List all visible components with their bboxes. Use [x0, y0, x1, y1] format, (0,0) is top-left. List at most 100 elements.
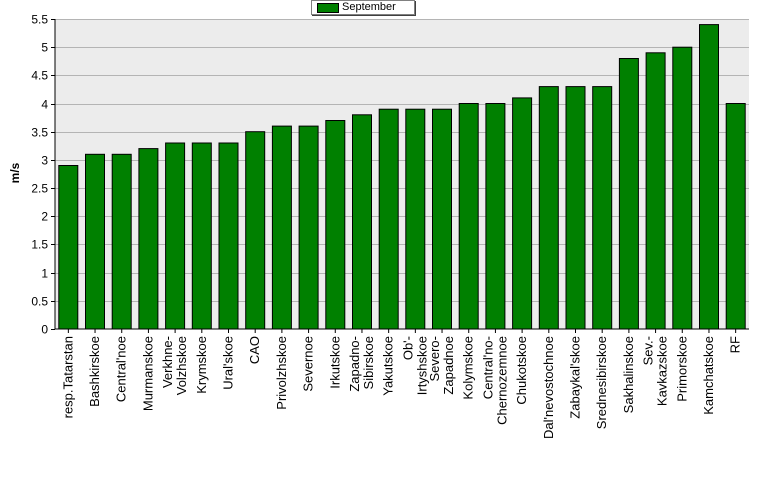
bar [58, 165, 79, 330]
x-tick-label-line: Chukotskoe [514, 336, 529, 405]
x-tick-label-line: Srednesibirskoe [594, 336, 609, 429]
y-tick-label: 1 [41, 267, 48, 281]
x-tick-label: Zapadno-Sibirskoe [347, 336, 376, 392]
x-tick-label: Zabaykal'skoe [568, 336, 583, 419]
y-axis-label: m/s [8, 162, 22, 183]
x-tick-label-line: Zabaykal'skoe [568, 336, 583, 419]
y-tick-label: 3.5 [31, 126, 48, 140]
x-tick-label: Chukotskoe [514, 336, 529, 405]
bar [191, 142, 212, 330]
x-tick-label: Sev.-Kavkazskoe [641, 336, 670, 406]
x-tick-label-line: Central'no- [480, 336, 495, 399]
x-tick-label-line: Ob'- [400, 336, 415, 360]
bar [405, 108, 426, 330]
bar [111, 153, 132, 330]
x-tick-label: Irkutskoe [327, 336, 342, 389]
x-tick-label-line: Chernozemnoe [494, 336, 509, 425]
bar [512, 97, 533, 330]
bar [352, 114, 372, 330]
x-tick-label: Srednesibirskoe [594, 336, 609, 429]
x-tick-label-line: Volzhskoe [174, 336, 189, 395]
x-tick-label: Primorskoe [674, 336, 689, 402]
bar [85, 153, 105, 330]
bar [458, 103, 479, 330]
x-tick-label-line: Kamchatskoe [701, 336, 716, 415]
bar [245, 131, 266, 330]
x-tick-label-line: Murmanskoe [140, 336, 155, 411]
x-tick-label: resp.Tatarstan [60, 336, 75, 418]
x-tick-label-line: Bashkirskoe [87, 336, 102, 407]
x-tick-label: Central'no-Chernozemnoe [480, 336, 509, 425]
x-tick-label: RF [728, 336, 743, 353]
x-tick-label: Ural'skoe [221, 336, 236, 390]
bar [645, 52, 666, 330]
x-tick-label: Severo-Zapadnoe [427, 336, 456, 395]
x-tick-label: Kolymskoe [461, 336, 476, 400]
y-axis-ticks: 0 0.5 1 1.5 2 2.5 3 3.5 4 4.5 5 5.5 [31, 13, 55, 337]
bar [138, 148, 159, 330]
x-tick-label: Sakhalinskoe [621, 336, 636, 413]
x-tick-label: Dal'nevostochnoe [541, 336, 556, 439]
bar [538, 86, 559, 330]
x-tick-label: Krymskoe [194, 336, 209, 394]
legend-label-september: September [342, 1, 396, 13]
bar [725, 103, 746, 330]
y-tick-label: 2 [41, 210, 48, 224]
x-tick-label-line: Severnoe [301, 336, 316, 392]
x-tick-label-line: Irtyshskoe [414, 336, 429, 395]
x-tick-label-line: Irkutskoe [327, 336, 342, 389]
x-tick-label-line: Dal'nevostochnoe [541, 336, 556, 439]
x-tick-label: Severnoe [301, 336, 316, 392]
bar [432, 108, 452, 330]
x-tick-label-line: Severo- [427, 336, 442, 382]
y-tick-label: 4.5 [31, 69, 48, 83]
x-tick-label-line: RF [728, 336, 743, 353]
x-tick-label-line: Sibirskoe [361, 336, 376, 389]
x-tick-label: Ob'-Irtyshskoe [400, 336, 429, 395]
y-tick-label: 5 [41, 41, 48, 55]
y-tick-label: 0 [41, 323, 48, 337]
bar [218, 142, 239, 330]
x-tick-label: Yakutskoe [381, 336, 396, 396]
x-tick-label-line: Verkhne- [160, 336, 175, 388]
bar [298, 125, 319, 330]
x-tick-label-line: Yakutskoe [381, 336, 396, 396]
x-tick-label-line: Privolzhskoe [274, 336, 289, 410]
x-tick-label-line: CAO [247, 336, 262, 364]
bar [165, 142, 186, 330]
x-tick-label-line: Sakhalinskoe [621, 336, 636, 413]
y-tick-label: 0.5 [31, 295, 48, 309]
x-tick-label-line: Kavkazskoe [655, 336, 670, 406]
bar [378, 108, 399, 330]
y-tick-label: 5.5 [31, 13, 48, 27]
x-tick-label-line: Primorskoe [674, 336, 689, 402]
x-tick-label-line: Kolymskoe [461, 336, 476, 400]
x-tick-label-line: Zapadnoe [441, 336, 456, 395]
y-tick-label: 2.5 [31, 182, 48, 196]
y-tick-label: 4 [41, 98, 48, 112]
x-axis-ticks: resp.Tatarstan Bashkirskoe Central'noe Murm… [60, 329, 743, 439]
x-tick-label: CAO [247, 336, 262, 364]
x-tick-label-line: Zapadno- [347, 336, 362, 392]
x-tick-label-line: Ural'skoe [221, 336, 236, 390]
bar [592, 86, 613, 330]
bar [618, 58, 639, 330]
x-tick-label-line: Krymskoe [194, 336, 209, 394]
x-tick-label: Murmanskoe [140, 336, 155, 411]
legend-swatch-september [317, 3, 339, 13]
bar [271, 125, 292, 330]
bar [672, 46, 693, 330]
x-tick-label-line: resp.Tatarstan [60, 336, 75, 418]
x-tick-label-line: Central'noe [114, 336, 129, 402]
x-tick-label: Kamchatskoe [701, 336, 716, 415]
bar [699, 24, 719, 330]
bar [325, 120, 346, 330]
x-tick-label: Central'noe [114, 336, 129, 402]
y-tick-label: 1.5 [31, 238, 48, 252]
legend: September [311, 0, 415, 15]
x-tick-label: Privolzhskoe [274, 336, 289, 410]
x-tick-label: Bashkirskoe [87, 336, 102, 407]
y-tick-label: 3 [41, 154, 48, 168]
plot-area [55, 19, 749, 329]
